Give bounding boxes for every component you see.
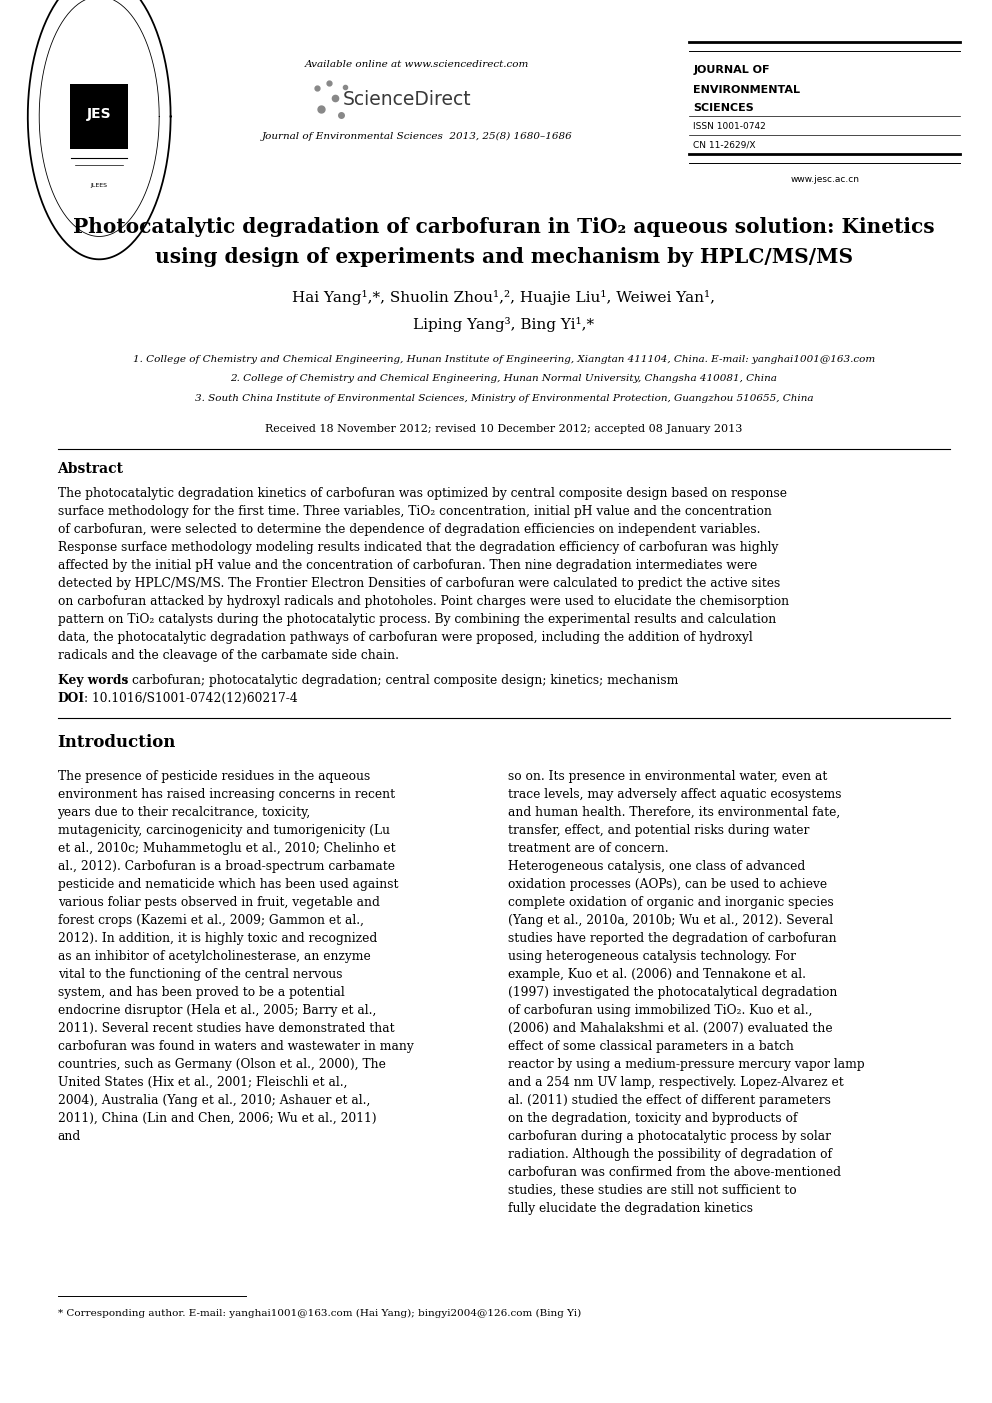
Text: 1. College of Chemistry and Chemical Engineering, Hunan Institute of Engineering: 1. College of Chemistry and Chemical Eng… [133,355,875,363]
Text: SCIENCES: SCIENCES [693,102,754,114]
Text: ISSN 1001-0742: ISSN 1001-0742 [693,122,766,130]
Text: ENVIRONMENTAL: ENVIRONMENTAL [693,84,801,95]
Text: Abstract: Abstract [58,462,124,476]
Text: Journal of Environmental Sciences  2013, 25(8) 1680–1686: Journal of Environmental Sciences 2013, … [261,132,572,140]
Text: JES: JES [87,107,111,121]
Text: The presence of pesticide residues in the aqueous
environment has raised increas: The presence of pesticide residues in th… [58,770,414,1143]
Text: 2. College of Chemistry and Chemical Engineering, Hunan Normal University, Chang: 2. College of Chemistry and Chemical Eng… [230,375,778,383]
Text: Hai Yang¹,*, Shuolin Zhou¹,², Huajie Liu¹, Weiwei Yan¹,: Hai Yang¹,*, Shuolin Zhou¹,², Huajie Liu… [293,290,715,304]
Text: Liping Yang³, Bing Yi¹,*: Liping Yang³, Bing Yi¹,* [414,317,594,331]
Text: : carbofuran; photocatalytic degradation; central composite design; kinetics; me: : carbofuran; photocatalytic degradation… [124,673,679,687]
Text: www.jesc.ac.cn: www.jesc.ac.cn [791,175,859,184]
Text: Key words: Key words [58,673,128,687]
Text: 3. South China Institute of Environmental Sciences, Ministry of Environmental Pr: 3. South China Institute of Environmenta… [194,394,813,403]
Text: so on. Its presence in environmental water, even at
trace levels, may adversely : so on. Its presence in environmental wat… [508,770,865,1215]
Text: ScienceDirect: ScienceDirect [342,90,471,109]
Text: JOURNAL OF: JOURNAL OF [693,65,770,76]
Text: Available online at www.sciencedirect.com: Available online at www.sciencedirect.co… [305,60,529,69]
FancyBboxPatch shape [70,84,128,149]
Text: using design of experiments and mechanism by HPLC/MS/MS: using design of experiments and mechanis… [155,247,853,267]
Text: The photocatalytic degradation kinetics of carbofuran was optimized by central c: The photocatalytic degradation kinetics … [58,487,789,662]
Text: : 10.1016/S1001-0742(12)60217-4: : 10.1016/S1001-0742(12)60217-4 [84,692,298,706]
Text: DOI: DOI [58,692,84,706]
Text: Received 18 November 2012; revised 10 December 2012; accepted 08 January 2013: Received 18 November 2012; revised 10 De… [265,424,743,435]
Text: Photocatalytic degradation of carbofuran in TiO₂ aqueous solution: Kinetics: Photocatalytic degradation of carbofuran… [73,217,934,237]
Text: Introduction: Introduction [58,734,176,751]
Text: CN 11-2629/X: CN 11-2629/X [693,140,756,149]
Text: * Corresponding author. E-mail: yanghai1001@163.com (Hai Yang); bingyi2004@126.c: * Corresponding author. E-mail: yanghai1… [58,1309,580,1317]
Text: JLEES: JLEES [90,184,108,188]
